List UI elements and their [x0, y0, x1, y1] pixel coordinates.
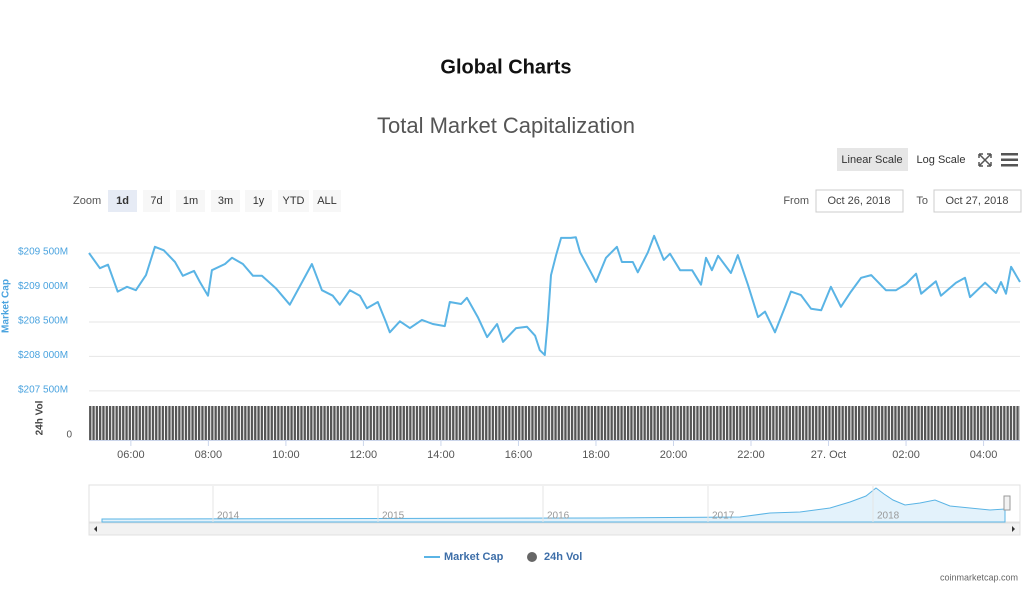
linear-scale-button[interactable] — [837, 148, 908, 171]
navigator-area — [101, 487, 1006, 523]
page-title: Global Charts — [440, 56, 571, 78]
zoom-button-label[interactable]: 1m — [183, 195, 198, 207]
zoom-button[interactable] — [143, 190, 170, 212]
zoom-button-label[interactable]: 1y — [253, 195, 265, 207]
y-tick-label: $207 500M — [18, 385, 68, 396]
zoom-button[interactable] — [245, 190, 272, 212]
legend-label[interactable]: Market Cap — [444, 551, 504, 563]
from-input[interactable] — [815, 189, 904, 213]
x-tick-label: 18:00 — [582, 449, 610, 461]
x-tick-label: 22:00 — [737, 449, 765, 461]
x-tick-label: 02:00 — [892, 449, 920, 461]
to-input[interactable] — [933, 189, 1022, 213]
zoom-button[interactable] — [278, 190, 309, 212]
x-tick-label: 06:00 — [117, 449, 145, 461]
menu-icon[interactable] — [1001, 153, 1018, 167]
y-tick-label: $209 500M — [18, 247, 68, 258]
x-tick-label: 20:00 — [660, 449, 688, 461]
from-date: Oct 26, 2018 — [828, 195, 891, 207]
zoom-button[interactable] — [211, 190, 240, 212]
zoom-button-label[interactable]: ALL — [317, 195, 337, 207]
scale-button-label[interactable]: Log Scale — [917, 154, 966, 166]
navigator-label: 2017 — [712, 511, 735, 522]
navigator-handle[interactable] — [1003, 495, 1011, 511]
navigator-label: 2018 — [877, 511, 900, 522]
line-series — [88, 234, 1021, 356]
y2-axis-label: 24h Vol — [35, 400, 46, 435]
to-label: To — [916, 195, 928, 207]
x-tick-label: 16:00 — [505, 449, 533, 461]
scroll-right[interactable] — [1012, 526, 1015, 532]
zoom-button-label[interactable]: 7d — [150, 195, 162, 207]
legend-swatch — [527, 552, 537, 562]
zoom-button-label[interactable]: 3m — [218, 195, 233, 207]
x-tick-label: 04:00 — [970, 449, 998, 461]
credit: coinmarketcap.com — [940, 572, 1018, 582]
scroll-left[interactable] — [94, 526, 97, 532]
fullscreen-icon[interactable] — [978, 153, 992, 167]
zoom-button-label[interactable]: 1d — [116, 195, 129, 207]
zoom-button-label[interactable]: YTD — [283, 195, 305, 207]
x-tick-label: 08:00 — [195, 449, 223, 461]
zoom-button[interactable] — [313, 190, 341, 212]
y2-tick-label: 0 — [66, 430, 72, 441]
scrollbar[interactable] — [88, 522, 1021, 536]
x-tick-label: 27. Oct — [811, 449, 846, 461]
y-tick-label: $209 000M — [18, 281, 68, 292]
scale-button-label[interactable]: Linear Scale — [841, 154, 902, 166]
zoom-button[interactable] — [176, 190, 205, 212]
zoom-label: Zoom — [73, 195, 101, 207]
from-label: From — [783, 195, 809, 207]
navigator-label: 2014 — [217, 511, 240, 522]
x-tick-label: 12:00 — [350, 449, 378, 461]
y-tick-label: $208 500M — [18, 316, 68, 327]
y-axis-label: Market Cap — [1, 279, 12, 333]
x-tick-label: 10:00 — [272, 449, 300, 461]
volume-bars — [89, 406, 1020, 440]
x-tick-label: 14:00 — [427, 449, 455, 461]
navigator-label: 2015 — [382, 511, 405, 522]
zoom-button[interactable] — [108, 190, 137, 212]
legend-label[interactable]: 24h Vol — [544, 551, 582, 563]
to-date: Oct 27, 2018 — [946, 195, 1009, 207]
navigator-label: 2016 — [547, 511, 570, 522]
y-tick-label: $208 000M — [18, 350, 68, 361]
chart-title: Total Market Capitalization — [377, 113, 635, 138]
